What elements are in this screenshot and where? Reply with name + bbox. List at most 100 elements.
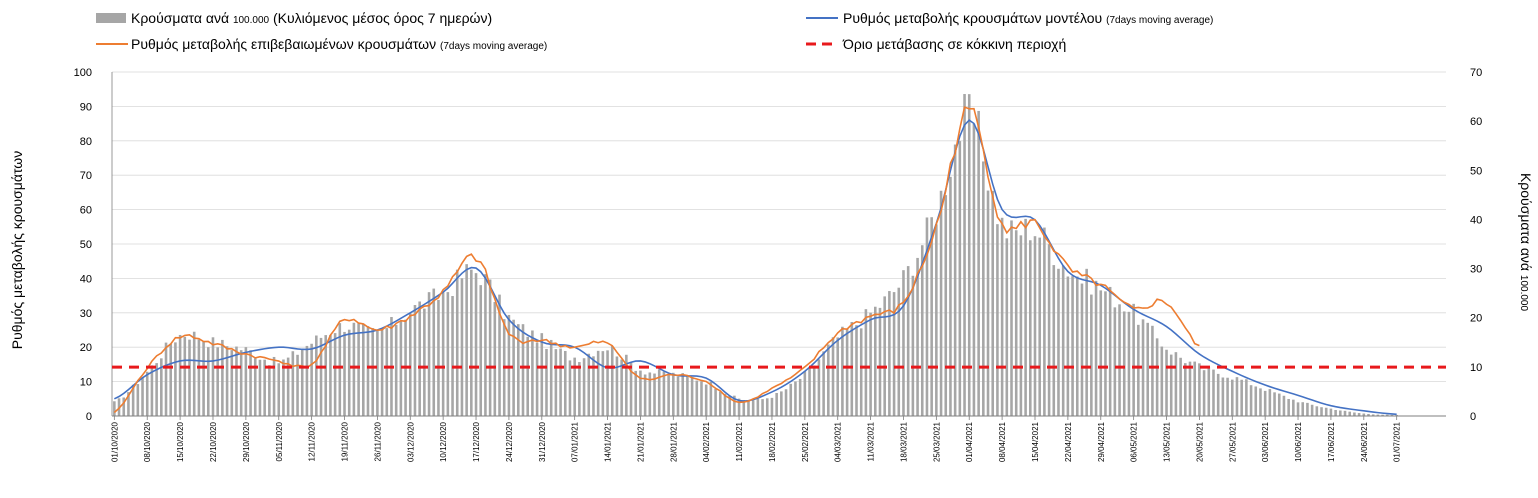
bar — [587, 353, 591, 416]
bar — [432, 288, 436, 416]
bar — [1353, 412, 1356, 416]
x-tick-label: 15/04/2021 — [1031, 421, 1040, 462]
y-right-tick-label: 50 — [1470, 165, 1482, 177]
bar — [1038, 237, 1041, 416]
bar — [253, 358, 257, 416]
bar — [1043, 227, 1046, 416]
bar — [155, 363, 158, 416]
bar — [465, 264, 468, 416]
bar — [982, 161, 985, 416]
bar — [700, 381, 703, 416]
bar — [1362, 413, 1366, 416]
bar — [911, 275, 915, 416]
bar — [1226, 377, 1229, 416]
bar — [1263, 390, 1267, 416]
x-tick-label: 07/01/2021 — [571, 421, 580, 462]
bar — [282, 359, 285, 416]
x-tick-label: 29/04/2021 — [1097, 421, 1106, 462]
bar — [578, 362, 581, 416]
bar — [1066, 276, 1070, 416]
x-tick-label: 05/11/2020 — [275, 421, 284, 461]
x-tick-label: 31/12/2020 — [538, 421, 547, 462]
bar — [1005, 238, 1009, 416]
legend: Κρούσματα ανά 100.000 (Κυλιόμενος μέσος … — [96, 10, 1213, 52]
bar — [521, 324, 525, 416]
bar — [1071, 276, 1074, 416]
bar — [747, 400, 750, 416]
bar — [1292, 399, 1295, 416]
bar — [672, 372, 675, 416]
bar — [1324, 407, 1328, 416]
legend-label-threshold: Όριο μετάβασης σε κόκκινη περιοχή — [842, 36, 1066, 52]
bar — [737, 398, 741, 416]
x-tick-label: 17/12/2020 — [472, 421, 481, 462]
bar — [1301, 402, 1305, 416]
bar — [789, 383, 793, 416]
bar — [230, 350, 234, 416]
bar — [1160, 346, 1164, 416]
x-tick-label: 18/03/2021 — [899, 421, 908, 462]
bar — [817, 359, 821, 416]
x-tick-label: 14/01/2021 — [604, 421, 613, 462]
bar — [1061, 265, 1065, 416]
bar — [897, 287, 901, 416]
bar — [192, 331, 196, 416]
x-tick-label: 15/10/2020 — [176, 421, 185, 462]
bar — [953, 144, 957, 416]
bar — [906, 266, 910, 416]
bar — [883, 296, 886, 416]
bar — [197, 339, 201, 416]
bar — [1132, 303, 1135, 416]
bar — [751, 400, 755, 416]
bar — [935, 224, 938, 416]
bar — [225, 346, 229, 416]
bar — [1235, 377, 1239, 416]
bar — [1198, 363, 1201, 416]
x-axis-ticks: 01/10/2020 08/10/2020 15/10/2020 22/10/2020… — [110, 416, 1402, 462]
legend-label-model-rate: Ρυθμός μεταβολής κρουσμάτων μοντέλου (7d… — [843, 10, 1213, 26]
bar — [164, 342, 168, 416]
bar — [1216, 373, 1220, 416]
y-left-tick-label: 40 — [80, 273, 92, 285]
bar — [742, 399, 746, 416]
bar — [1381, 414, 1384, 416]
x-tick-label: 08/10/2020 — [143, 421, 152, 462]
bar — [695, 380, 699, 416]
x-tick-label: 10/12/2020 — [439, 421, 448, 462]
bar — [803, 371, 807, 416]
bar — [1296, 402, 1300, 416]
bar — [1254, 386, 1258, 416]
bar — [174, 342, 177, 416]
bar — [1315, 406, 1319, 416]
bar — [620, 359, 623, 416]
bar — [939, 190, 943, 416]
bar — [484, 274, 487, 416]
bar — [610, 345, 614, 416]
bar — [949, 176, 952, 416]
bar — [1348, 411, 1351, 416]
bar — [827, 344, 830, 416]
bar — [681, 373, 684, 416]
bar — [376, 329, 379, 416]
bar — [582, 358, 586, 416]
bar — [300, 350, 304, 416]
bar — [963, 94, 966, 417]
bar — [1385, 414, 1389, 416]
bar — [916, 257, 919, 416]
bar — [1057, 268, 1060, 416]
bar — [596, 350, 600, 416]
bar — [352, 322, 356, 416]
bar — [1343, 410, 1347, 416]
y-axis-right-title: Κρούσματα ανά 100.000 — [1518, 173, 1534, 312]
legend-swatch-cases — [96, 13, 126, 23]
bar — [958, 141, 962, 416]
bar — [1221, 377, 1225, 416]
bar — [1151, 325, 1154, 416]
x-tick-label: 19/11/2020 — [341, 421, 350, 461]
bar — [357, 323, 360, 416]
bar — [855, 325, 858, 416]
bar — [1282, 395, 1286, 416]
bar — [756, 398, 760, 416]
bar — [324, 335, 328, 416]
x-tick-label: 24/06/2021 — [1360, 421, 1369, 462]
